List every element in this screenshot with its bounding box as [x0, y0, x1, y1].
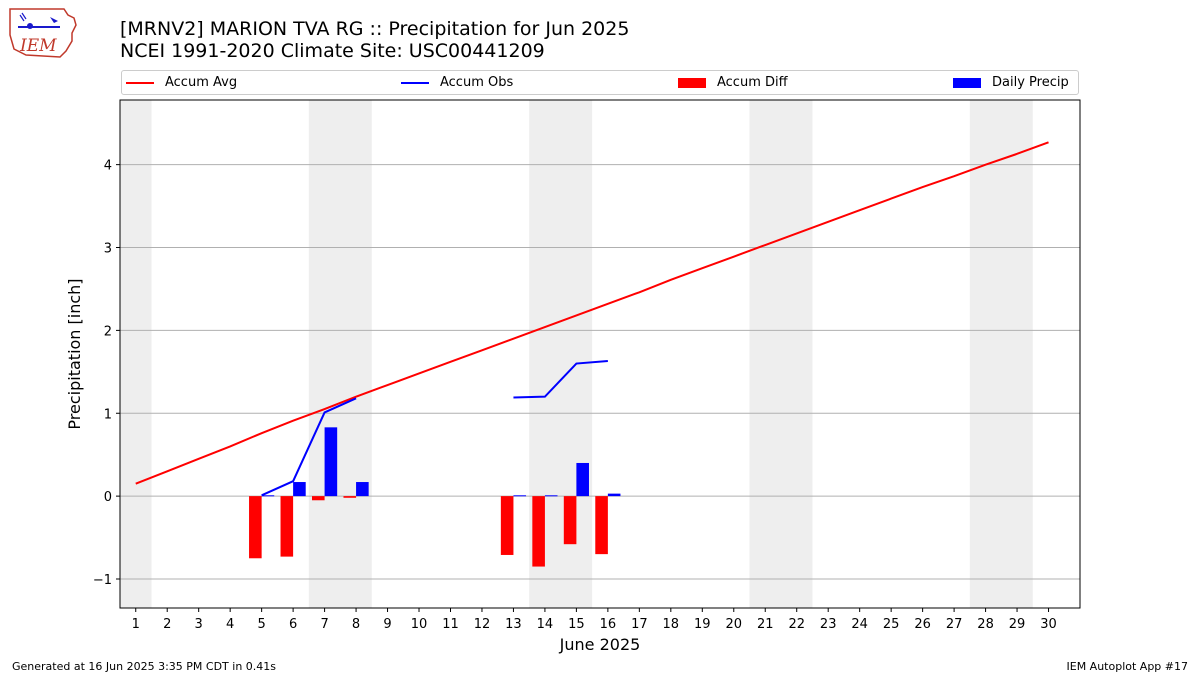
weekend-band [308, 100, 372, 608]
x-tick-label: 15 [568, 617, 585, 632]
x-tick-label: 6 [289, 617, 297, 632]
accum-diff-bar [595, 496, 608, 555]
legend-item-daily-precip: Daily Precip [953, 71, 1069, 94]
accum-diff-bar [312, 496, 325, 501]
y-tick-label: 4 [104, 159, 112, 174]
x-tick-label: 29 [1009, 617, 1026, 632]
x-tick-label: 18 [663, 617, 680, 632]
y-tick-label: 1 [104, 407, 112, 422]
daily-precip-bar [544, 495, 558, 497]
x-tick-label: 7 [320, 617, 328, 632]
daily-precip-bar [293, 482, 306, 497]
legend-label-daily-precip: Daily Precip [992, 75, 1069, 90]
wind-vane-icon [50, 17, 58, 23]
x-tick-label: 28 [977, 617, 994, 632]
x-tick-label: 11 [442, 617, 459, 632]
accum-diff-bar [249, 496, 262, 559]
x-tick-label: 9 [383, 617, 391, 632]
legend-swatch-daily-precip [953, 77, 981, 88]
y-tick-label: 0 [104, 490, 112, 505]
accum-diff-bar [500, 496, 514, 555]
y-tick-label: −1 [93, 573, 112, 588]
weather-dot-icon [27, 23, 33, 29]
y-axis-label: Precipitation [inch] [65, 278, 84, 429]
weekend-band [749, 100, 813, 608]
legend-label-accum-avg: Accum Avg [165, 75, 238, 90]
legend-swatch-accum-diff [678, 77, 706, 88]
rain-icon [19, 12, 27, 22]
chart-title: [MRNV2] MARION TVA RG :: Precipitation f… [120, 18, 630, 40]
x-tick-label: 19 [694, 617, 711, 632]
generated-timestamp: Generated at 16 Jun 2025 3:35 PM CDT in … [12, 660, 277, 673]
legend: Accum Avg Accum Obs Accum Diff Daily Pre… [121, 70, 1079, 95]
accum-diff-bar [280, 496, 294, 557]
iowa-outline-icon [9, 8, 77, 58]
iem-logo: IEM [9, 8, 77, 58]
daily-precip-bar [576, 462, 589, 497]
app-credit: IEM Autoplot App #17 [1066, 660, 1189, 673]
daily-precip-bar [607, 493, 621, 497]
daily-precip-bar [513, 495, 527, 497]
logo-text: IEM [19, 36, 57, 56]
x-tick-label: 8 [352, 617, 360, 632]
accum-obs-line [261, 397, 357, 497]
x-tick-label: 4 [226, 617, 234, 632]
x-tick-label: 27 [946, 617, 963, 632]
x-tick-label: 14 [537, 617, 554, 632]
x-tick-label: 12 [474, 617, 491, 632]
legend-label-accum-obs: Accum Obs [440, 75, 514, 90]
x-tick-label: 26 [914, 617, 931, 632]
x-tick-label: 30 [1040, 617, 1057, 632]
x-tick-label: 23 [820, 617, 837, 632]
legend-label-accum-diff: Accum Diff [717, 75, 788, 90]
daily-precip-bar [324, 427, 338, 497]
x-tick-label: 21 [757, 617, 774, 632]
chart-subtitle: NCEI 1991-2020 Climate Site: USC00441209 [120, 40, 545, 62]
daily-precip-bar [261, 495, 275, 497]
x-tick-label: 17 [631, 617, 648, 632]
accum-diff-bar [563, 496, 577, 545]
y-tick-label: 3 [104, 242, 112, 257]
y-tick-label: 2 [104, 324, 112, 339]
legend-item-accum-diff: Accum Diff [678, 71, 788, 94]
x-tick-label: 10 [411, 617, 428, 632]
x-tick-label: 1 [132, 617, 140, 632]
plot-frame [119, 99, 1081, 609]
x-tick-label: 24 [851, 617, 868, 632]
daily-precip-bar [356, 482, 369, 497]
weekend-band [969, 100, 1033, 608]
legend-item-accum-avg: Accum Avg [126, 71, 237, 94]
legend-swatch-accum-avg [126, 81, 154, 84]
accum-diff-bar [532, 496, 545, 567]
weekend-band [120, 100, 152, 608]
accum-avg-line [135, 141, 1049, 485]
x-tick-label: 25 [883, 617, 900, 632]
x-tick-label: 2 [163, 617, 171, 632]
accum-diff-bar [343, 496, 357, 498]
x-tick-label: 16 [600, 617, 617, 632]
x-tick-label: 3 [195, 617, 203, 632]
x-tick-label: 5 [257, 617, 265, 632]
x-tick-label: 22 [788, 617, 805, 632]
x-axis-label: June 2025 [559, 635, 641, 654]
accum-obs-line [513, 360, 608, 399]
legend-item-accum-obs: Accum Obs [401, 71, 513, 94]
legend-swatch-accum-obs [401, 81, 429, 84]
x-tick-label: 20 [725, 617, 742, 632]
x-tick-label: 13 [505, 617, 522, 632]
